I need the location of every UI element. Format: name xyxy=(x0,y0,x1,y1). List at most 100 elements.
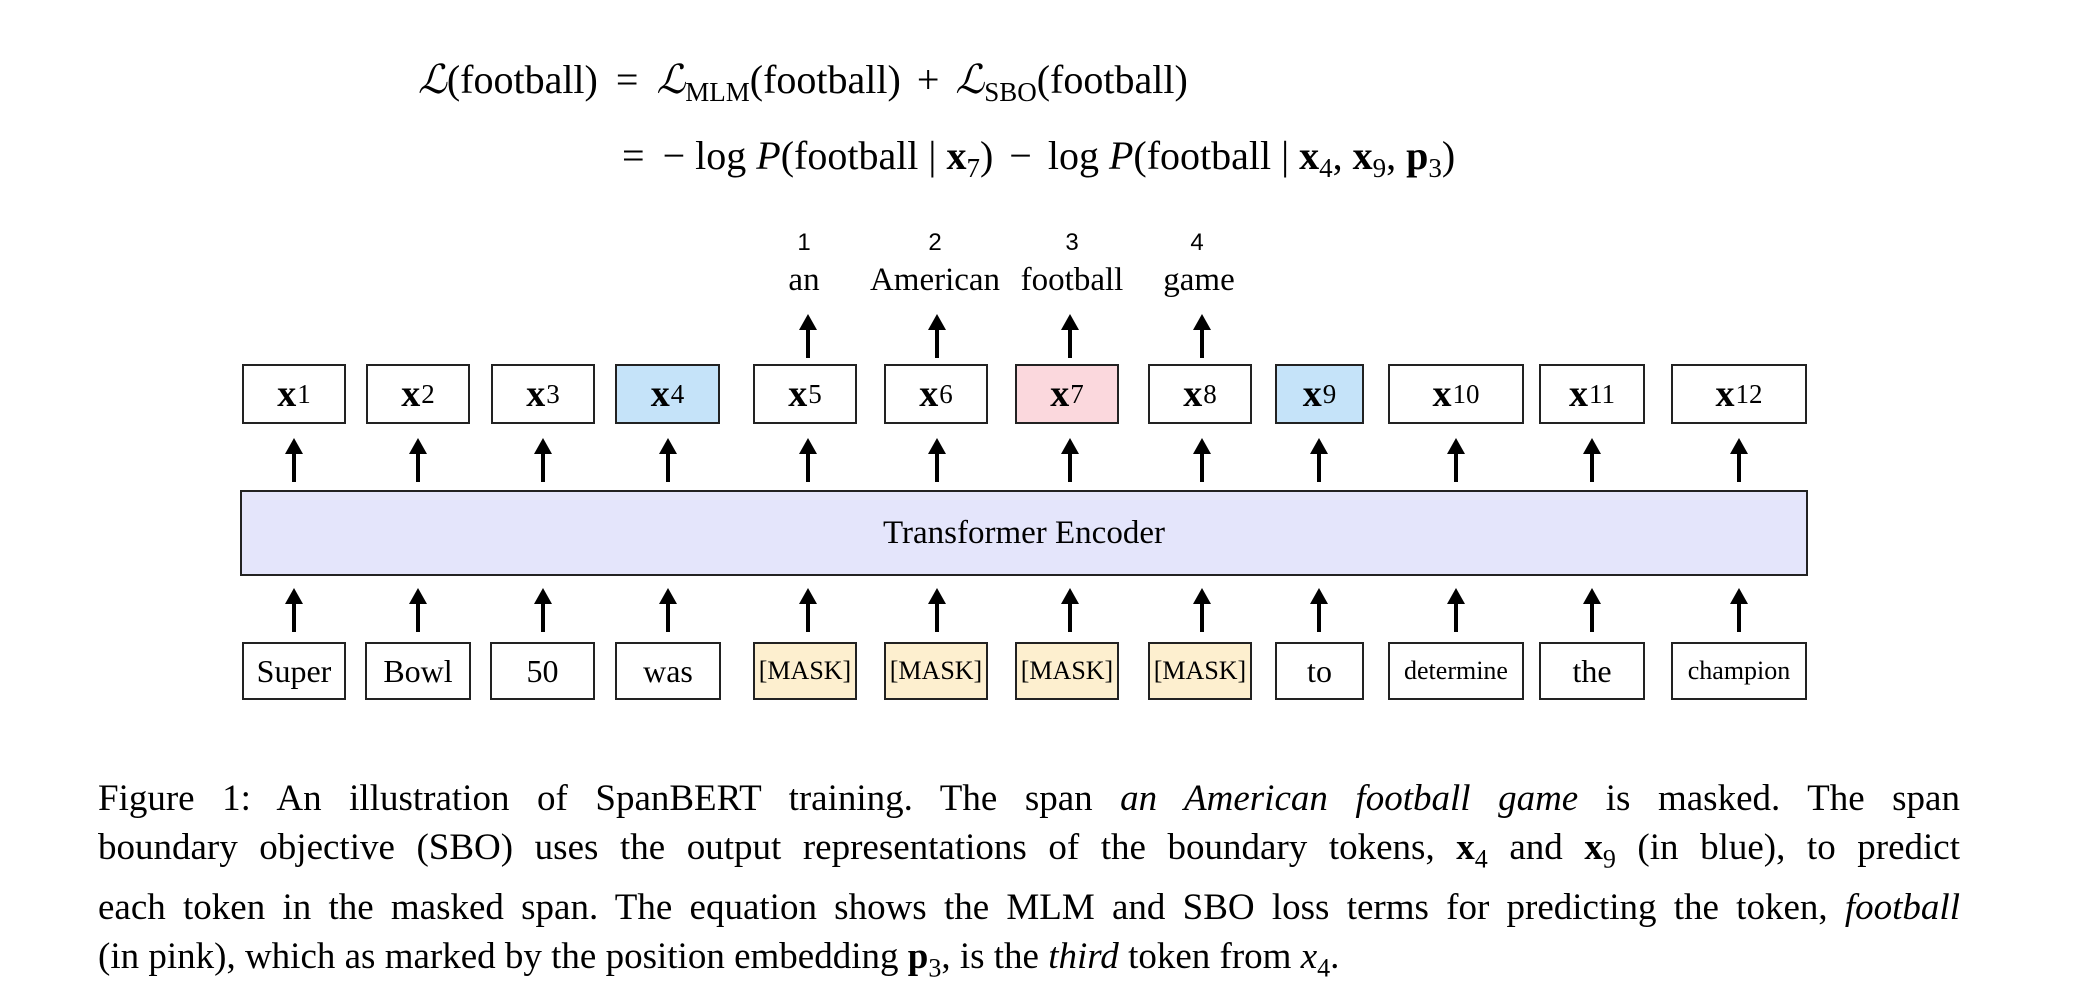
caption-line-2: boundary objective (SBO) uses the output… xyxy=(98,823,1960,883)
arrow-up-icon xyxy=(1193,588,1211,632)
arrow-up-icon xyxy=(409,588,427,632)
x-symbol: x xyxy=(1432,373,1452,415)
input-token-to: to xyxy=(1275,642,1364,700)
comma-2: , xyxy=(1386,133,1397,178)
x-subscript: 7 xyxy=(1070,378,1084,409)
arrow-up-icon xyxy=(1583,438,1601,482)
caption-italic-football: football xyxy=(1844,887,1960,929)
prob-arg-2-open: (football | xyxy=(1133,133,1290,178)
arrow-up-icon xyxy=(659,588,677,632)
arrow-up-icon xyxy=(1583,588,1601,632)
arrow-up-icon xyxy=(534,438,552,482)
mlm-loss-symbol: ℒ xyxy=(656,57,686,103)
encoder-label: Transformer Encoder xyxy=(883,514,1165,551)
caption-text: boundary objective (SBO) uses the output… xyxy=(98,827,1457,868)
equals-sign-2: = xyxy=(622,133,645,178)
x-subscript: 8 xyxy=(1203,378,1217,409)
x-subscript: 1 xyxy=(297,378,311,409)
input-token-50: 50 xyxy=(490,642,595,700)
caption-text: (in pink), which as marked by the positi… xyxy=(98,936,908,978)
input-token-the: the xyxy=(1539,642,1645,700)
arrow-up-icon xyxy=(659,438,677,482)
prob-arg-1-close: ) xyxy=(979,133,994,178)
span-word-football: football xyxy=(1020,262,1124,298)
arrow-up-icon xyxy=(799,438,817,482)
arrow-up-icon xyxy=(928,314,946,358)
caption-sub: 9 xyxy=(1602,844,1616,874)
caption-text: and xyxy=(1487,827,1585,868)
x-subscript: 3 xyxy=(546,378,560,409)
arrow-up-icon xyxy=(1193,314,1211,358)
log-2: log xyxy=(1047,133,1099,178)
figure-caption: Figure 1: An illustration of SpanBERT tr… xyxy=(98,774,1960,993)
caption-sub: 4 xyxy=(1474,844,1488,874)
x-symbol: x xyxy=(788,373,808,415)
arrow-up-icon xyxy=(1730,438,1748,482)
arrow-up-icon xyxy=(1061,588,1079,632)
caption-italic-third: third xyxy=(1048,936,1119,978)
x4-symbol: x xyxy=(1299,133,1320,178)
arrow-up-icon xyxy=(534,588,552,632)
loss-symbol: ℒ xyxy=(418,57,447,103)
arrow-up-icon xyxy=(1447,588,1465,632)
x-symbol: x xyxy=(650,373,670,415)
x-subscript: 6 xyxy=(939,378,953,409)
plus-sign: + xyxy=(916,57,940,102)
p3-subscript: 3 xyxy=(1428,153,1442,183)
prob-p-1: P xyxy=(756,133,781,178)
arrow-up-icon xyxy=(1061,314,1079,358)
comma-1: , xyxy=(1332,133,1343,178)
arrow-up-icon xyxy=(285,438,303,482)
caption-line-3: each token in the masked span. The equat… xyxy=(98,883,1960,932)
x-subscript: 4 xyxy=(670,378,685,409)
x-symbol: x xyxy=(526,373,546,415)
x-subscript: 10 xyxy=(1452,378,1480,409)
caption-text: (in blue), to predict xyxy=(1615,827,1960,868)
x4-subscript: 4 xyxy=(1319,153,1333,183)
prob-p-2: P xyxy=(1108,133,1134,178)
minus-sign-2: − xyxy=(1009,133,1032,178)
input-token-mask-4: [MASK] xyxy=(1148,642,1252,700)
span-word-american: American xyxy=(869,262,1001,298)
input-token-champion: champion xyxy=(1671,642,1807,700)
caption-italic-span: an American football game xyxy=(1120,778,1579,819)
input-token-was: was xyxy=(615,642,721,700)
prob-arg-2-close: ) xyxy=(1441,133,1456,178)
x-symbol: x xyxy=(1050,373,1070,415)
caption-sub: 4 xyxy=(1317,953,1331,983)
arrow-up-icon xyxy=(928,438,946,482)
input-token-mask-1: [MASK] xyxy=(753,642,857,700)
sbo-subscript: SBO xyxy=(984,77,1037,107)
x-subscript: 11 xyxy=(1589,378,1615,409)
arrow-up-icon xyxy=(1310,588,1328,632)
span-word-an: an xyxy=(788,262,820,298)
log-1: log xyxy=(695,133,747,178)
arrow-up-icon xyxy=(409,438,427,482)
x-symbol: x xyxy=(919,373,939,415)
x-symbol: x xyxy=(1302,373,1322,415)
x7-subscript: 7 xyxy=(966,153,980,183)
equals-sign: = xyxy=(615,57,639,102)
output-x12: x 12 xyxy=(1671,364,1807,424)
caption-text: Figure 1: An illustration of SpanBERT tr… xyxy=(98,778,1121,819)
p3-symbol: p xyxy=(1406,133,1429,178)
arrow-up-icon xyxy=(285,588,303,632)
input-token-super: Super xyxy=(242,642,346,700)
prob-arg-1-open: (football | xyxy=(780,133,937,178)
x-subscript: 12 xyxy=(1735,378,1763,409)
input-token-determine: determine xyxy=(1388,642,1524,700)
x-subscript: 9 xyxy=(1322,378,1337,409)
mlm-subscript: MLM xyxy=(685,77,750,107)
caption-text: each token in the masked span. The equat… xyxy=(98,887,1845,929)
x-symbol: x xyxy=(1183,373,1203,415)
loss-equation-line-2: = − log P(football | x7) − log P(footbal… xyxy=(622,132,1455,184)
sbo-loss-symbol: ℒ xyxy=(955,57,985,103)
input-token-mask-3: [MASK] xyxy=(1015,642,1119,700)
arrow-up-icon xyxy=(799,314,817,358)
